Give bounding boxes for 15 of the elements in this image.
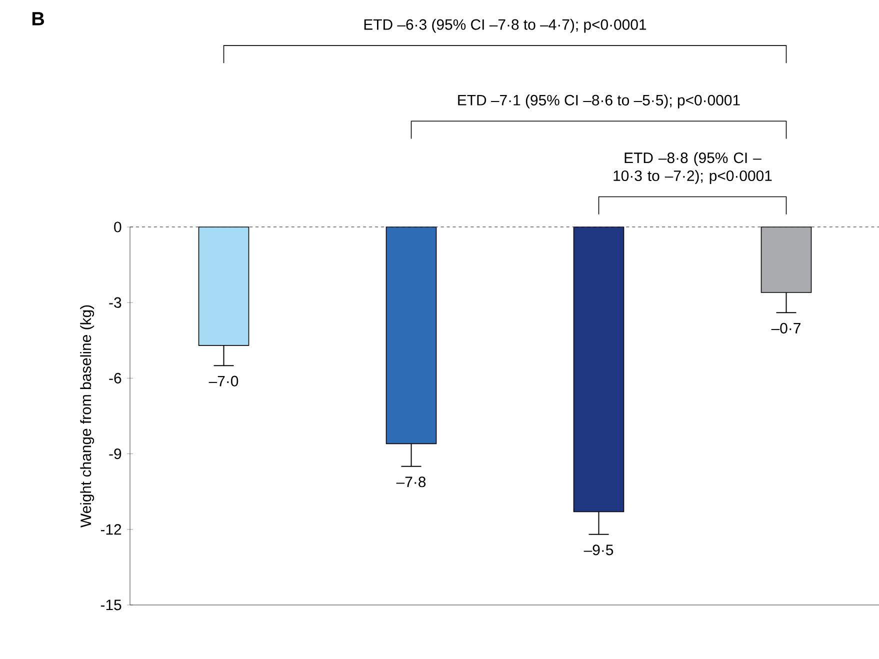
- data-label: –7·8: [396, 476, 426, 488]
- text: ETD –7·1 (95% CI –8·6 to –5·5); p<0·0001: [458, 94, 740, 108]
- y-tick-label: -15: [100, 600, 122, 610]
- y-tick-label: -3: [109, 297, 122, 308]
- y-tick-label: -12: [100, 524, 122, 535]
- data-label: –9·5: [584, 544, 614, 556]
- data-label: –0·7: [771, 322, 800, 334]
- y-tick-label: -6: [109, 372, 122, 384]
- y-tick-label: 0: [114, 222, 122, 232]
- text: ETD –8·8 (95% CI –10·3 to –7·2); p<0·0001: [614, 152, 772, 184]
- chart-title: B: [32, 12, 44, 26]
- text: ETD –6·3 (95% CI –7·8 to –4·7); p<0·0001: [364, 18, 646, 33]
- data-label: –7·0: [208, 376, 238, 386]
- y-tick-label: -9: [109, 448, 122, 460]
- y-axis-title: Weight change from baseline (kg): [80, 305, 94, 528]
